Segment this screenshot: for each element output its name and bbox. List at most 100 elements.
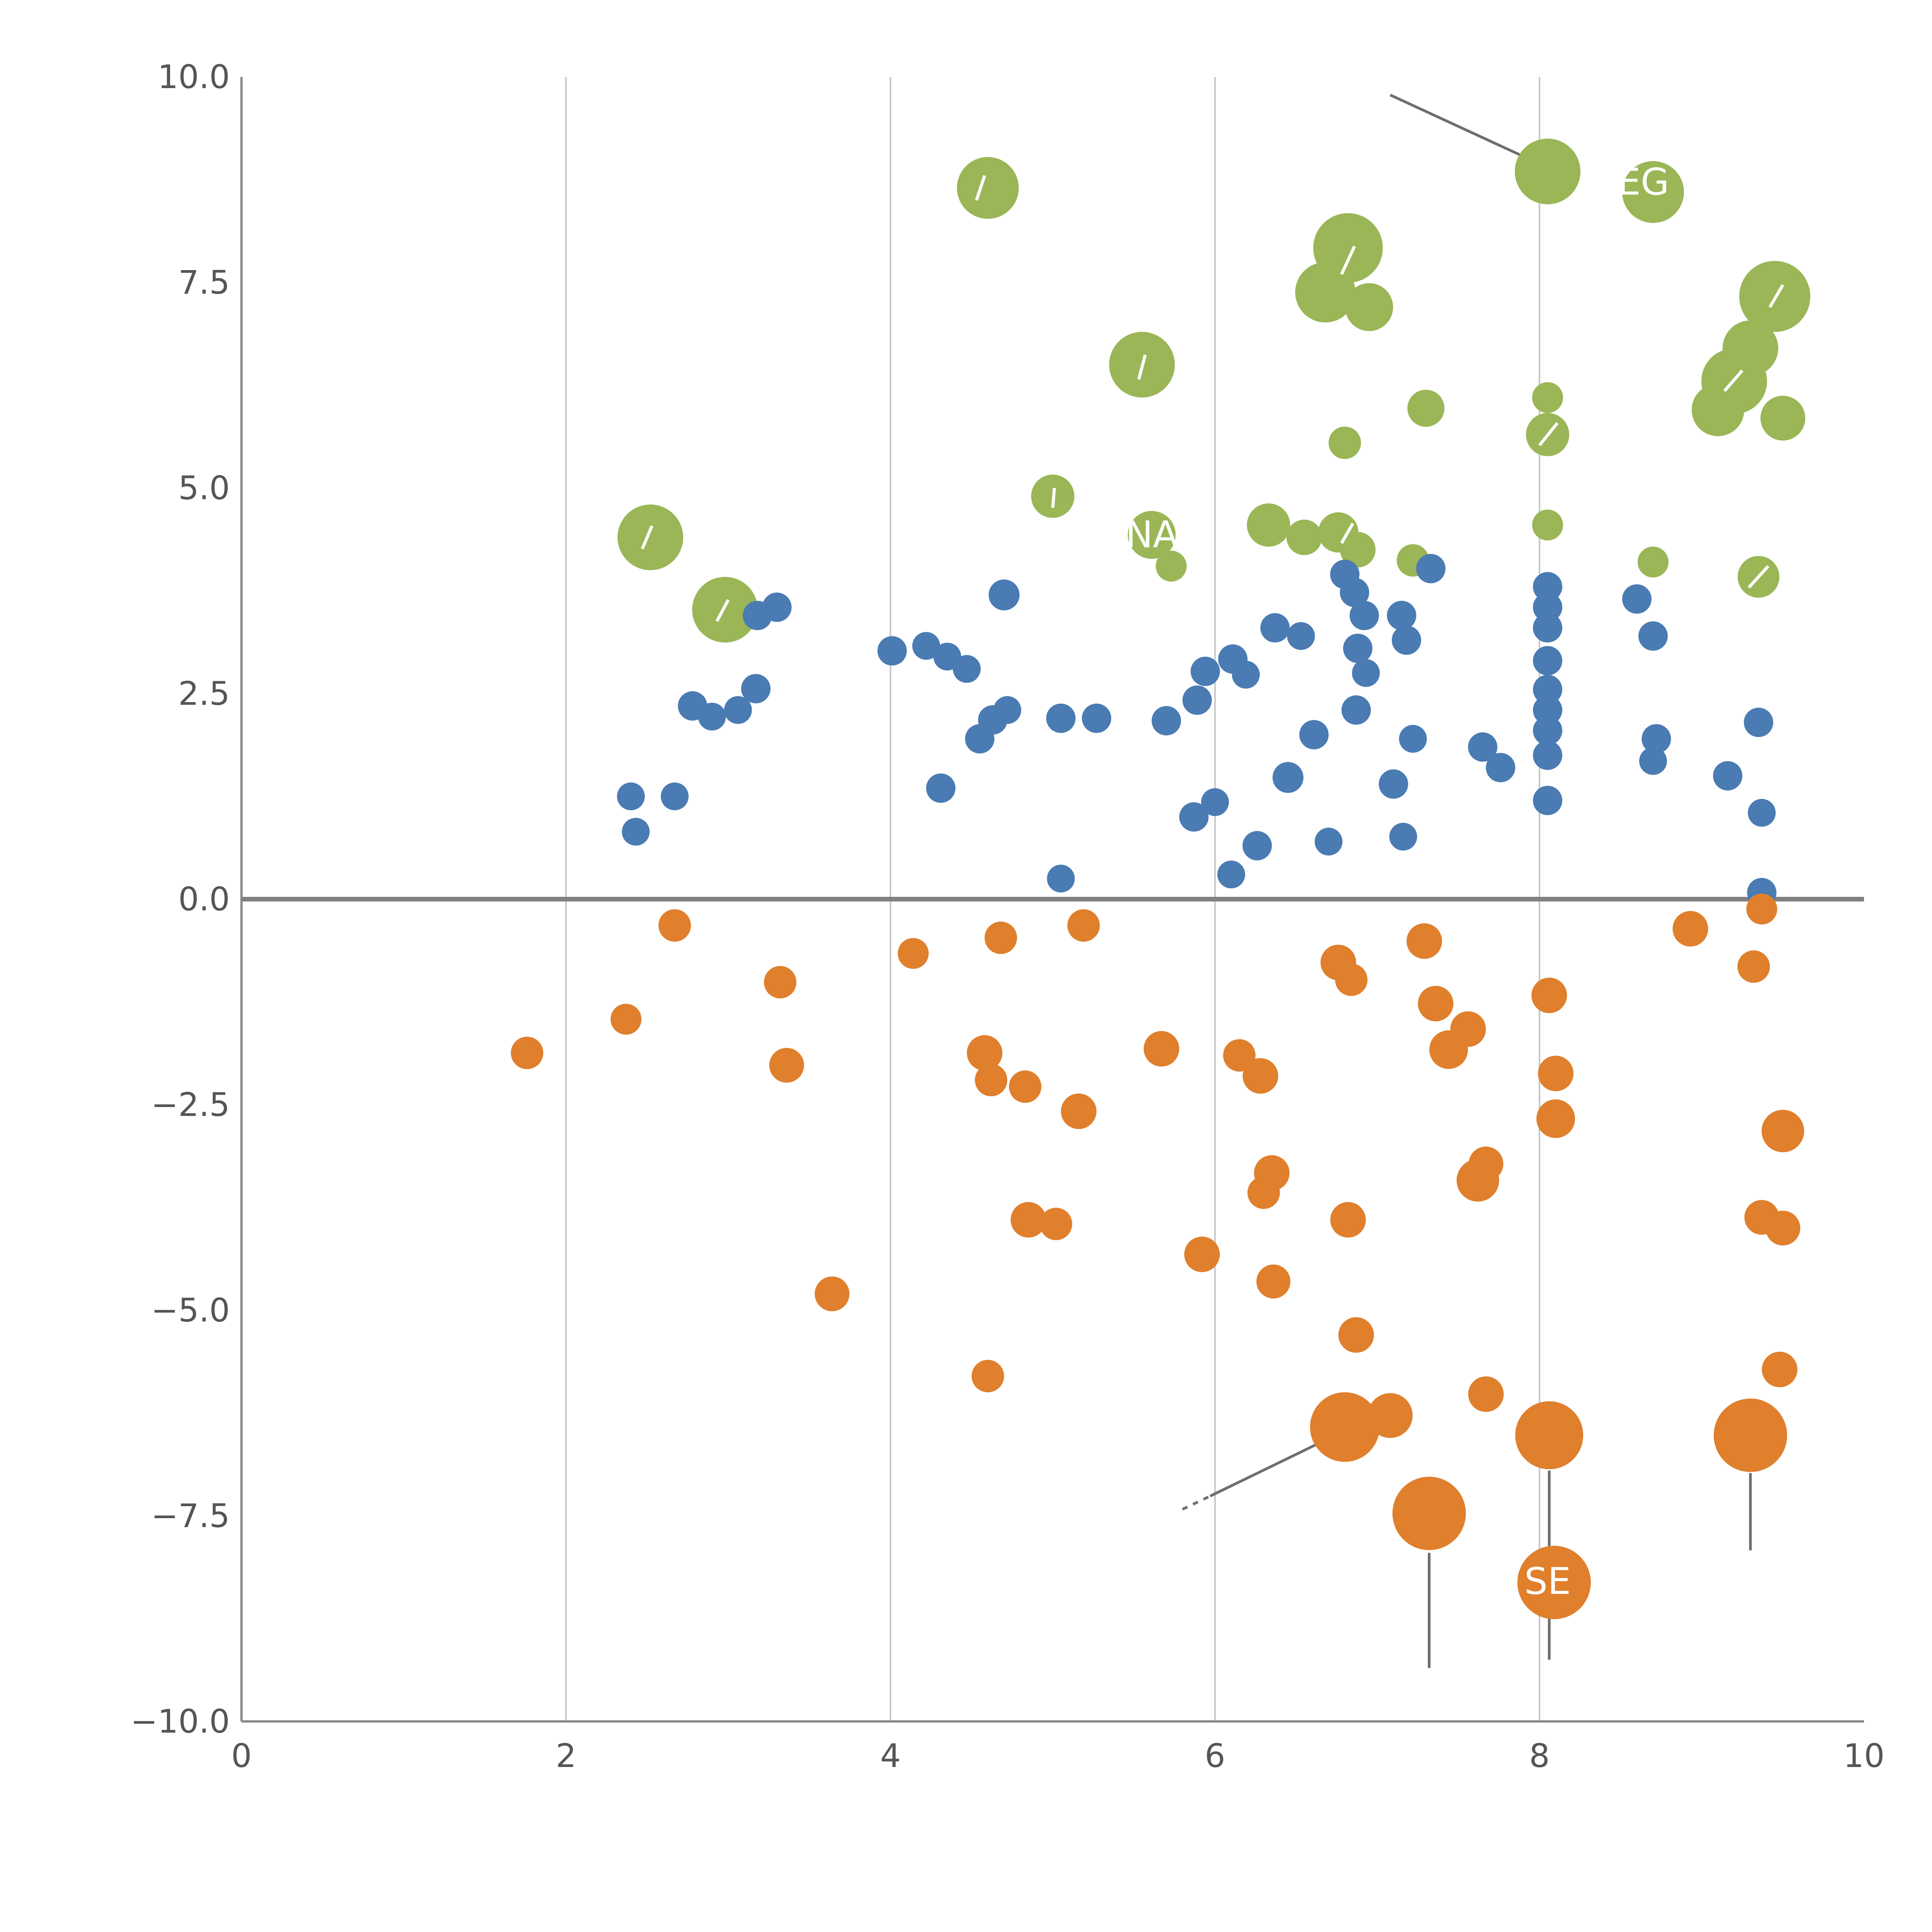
x-tick-label-1: 2: [556, 1737, 576, 1775]
green-point: [1638, 546, 1669, 578]
blue-point: [1468, 732, 1498, 762]
blue-point: [1486, 753, 1515, 782]
blue-point: [1047, 864, 1075, 893]
orange-point: [1039, 1208, 1072, 1240]
y-tick-label-0: 10.0: [158, 58, 230, 96]
blue-point: [1201, 788, 1229, 816]
green-point: [1286, 519, 1322, 555]
green-point: [1345, 283, 1393, 331]
blue-point: [698, 702, 726, 731]
orange-point: [1392, 1476, 1466, 1550]
orange-point: [898, 938, 929, 969]
orange-point: [1310, 1392, 1380, 1462]
leader-line-2: [1209, 1437, 1329, 1498]
green-point: [1760, 396, 1806, 441]
blue-point: [1232, 661, 1260, 689]
orange-point: [1247, 1176, 1280, 1209]
orange-point: [1538, 1056, 1574, 1092]
green-point: [1622, 161, 1684, 223]
blue-point: [741, 674, 771, 704]
green-point: [1328, 426, 1361, 459]
orange-point: [1531, 977, 1567, 1013]
blue-point: [1082, 703, 1111, 733]
orange-point: [511, 1036, 544, 1069]
green-point: [1532, 382, 1563, 413]
blue-point: [1533, 740, 1563, 770]
orange-point: [1765, 1211, 1801, 1246]
bubble-tick-6: [1747, 565, 1770, 589]
orange-point: [1367, 1393, 1413, 1438]
bubble-tick-3: [1137, 354, 1147, 380]
orange-point: [1468, 1146, 1503, 1182]
blue-point: [993, 696, 1021, 724]
blue-point: [1272, 762, 1304, 793]
blue-point: [926, 773, 956, 803]
orange-point: [1143, 1031, 1179, 1067]
blue-point: [877, 636, 907, 666]
orange-point: [1418, 986, 1454, 1022]
y-tick-label-1: 7.5: [178, 264, 230, 301]
blue-point: [952, 655, 981, 683]
green-point: [1532, 509, 1563, 541]
orange-point: [1762, 1352, 1798, 1388]
orange-point: [1256, 1264, 1291, 1299]
orange-point: [769, 1048, 804, 1083]
x-tick-label-3: 6: [1205, 1737, 1225, 1775]
blue-point: [1046, 703, 1076, 733]
blue-point: [1622, 584, 1652, 614]
blue-point: [1533, 592, 1563, 622]
y-tick-label-5: −2.5: [151, 1086, 230, 1124]
y-tick-label-3: 2.5: [178, 675, 230, 713]
bubble-label-se: SE: [1524, 1560, 1571, 1603]
orange-point: [1746, 893, 1777, 925]
green-point: [1156, 551, 1187, 582]
x-tick-label-5: 10: [1844, 1737, 1885, 1775]
blue-point: [1217, 861, 1245, 889]
blue-point: [1389, 823, 1417, 851]
orange-point: [985, 922, 1017, 954]
bubble-label-eg: EG: [1617, 161, 1669, 203]
blue-point: [912, 632, 940, 660]
blue-point: [617, 782, 645, 810]
blue-point: [661, 782, 689, 810]
orange-point: [1335, 963, 1368, 996]
orange-point: [1762, 1110, 1804, 1153]
blue-point: [1399, 725, 1427, 753]
orange-point: [1406, 923, 1442, 959]
green-point: [692, 577, 758, 643]
blue-point: [1533, 675, 1563, 704]
blue-point: [1352, 659, 1380, 687]
blue-point: [1190, 656, 1220, 686]
orange-point: [1242, 1058, 1278, 1094]
orange-point: [815, 1276, 850, 1311]
blue-point: [1315, 828, 1343, 856]
green-point: [1295, 262, 1355, 323]
blue-point: [1533, 695, 1563, 725]
blue-point: [1299, 720, 1329, 750]
blue-point: [1639, 747, 1667, 775]
blue-point: [1287, 622, 1315, 650]
green-point: [617, 504, 684, 570]
orange-point: [1737, 950, 1770, 983]
orange-point: [1515, 1401, 1583, 1469]
bubble-tick-2: [715, 599, 730, 622]
green-point: [1407, 389, 1445, 427]
orange-point: [1468, 1376, 1504, 1412]
blue-point: [1533, 716, 1563, 745]
green-point: [1340, 532, 1376, 568]
y-tick-label-6: −5.0: [151, 1291, 230, 1329]
blue-point: [1341, 695, 1371, 725]
x-tick-label-2: 4: [880, 1737, 901, 1775]
blue-point: [1242, 831, 1272, 861]
orange-point: [1223, 1039, 1256, 1072]
leader-line-1: [1182, 1495, 1211, 1511]
blue-point: [1349, 600, 1379, 630]
y-tick-label-2: 5.0: [178, 469, 230, 507]
orange-point: [1010, 1202, 1046, 1238]
orange-point: [971, 1360, 1004, 1393]
blue-point: [1343, 633, 1372, 663]
blue-point: [1151, 706, 1181, 736]
bubble-tick-1: [641, 525, 654, 550]
blue-point: [1713, 761, 1743, 791]
